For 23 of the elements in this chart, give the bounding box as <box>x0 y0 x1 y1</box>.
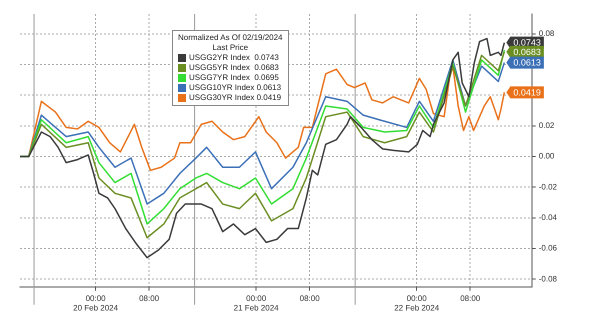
y-tick-label: 0.02 <box>538 121 555 130</box>
y-tick-label: -0.08 <box>538 274 558 284</box>
y-tick-label: 0.08 <box>538 29 555 38</box>
y-tick-label: -0.04 <box>538 213 558 222</box>
x-tick-label: 08:00 <box>300 294 320 303</box>
y-tick-label: -0.02 <box>538 182 558 192</box>
x-tick-label: 00:00 21 Feb 2024 <box>234 294 280 312</box>
x-tick-label: 08:00 <box>460 294 481 303</box>
legend-label: USGG30YR Index 0.0419 <box>189 93 282 103</box>
legend-label: USGG7YR Index 0.0695 <box>189 73 279 83</box>
y-tick-label: 0.00 <box>538 152 555 161</box>
legend-label: USGG2YR Index 0.0743 <box>189 53 279 63</box>
data-label: 0.0683 <box>513 46 541 57</box>
legend-label: USGG5YR Index 0.0683 <box>189 63 279 73</box>
data-label: 0.0419 <box>513 87 541 98</box>
x-tick-label: 08:00 <box>139 294 160 303</box>
x-tick-label: 00:00 20 Feb 2024 <box>73 294 119 312</box>
y-tick-label: -0.06 <box>538 244 558 253</box>
legend-title: Normalized As Of 02/19/2024 Last Price <box>178 33 283 53</box>
x-tick-label: 00:00 22 Feb 2024 <box>394 294 440 312</box>
data-label: 0.0613 <box>513 58 541 68</box>
legend-label: USGG10YR Index 0.0613 <box>189 83 282 93</box>
data-label: 0.0743 <box>513 38 541 48</box>
